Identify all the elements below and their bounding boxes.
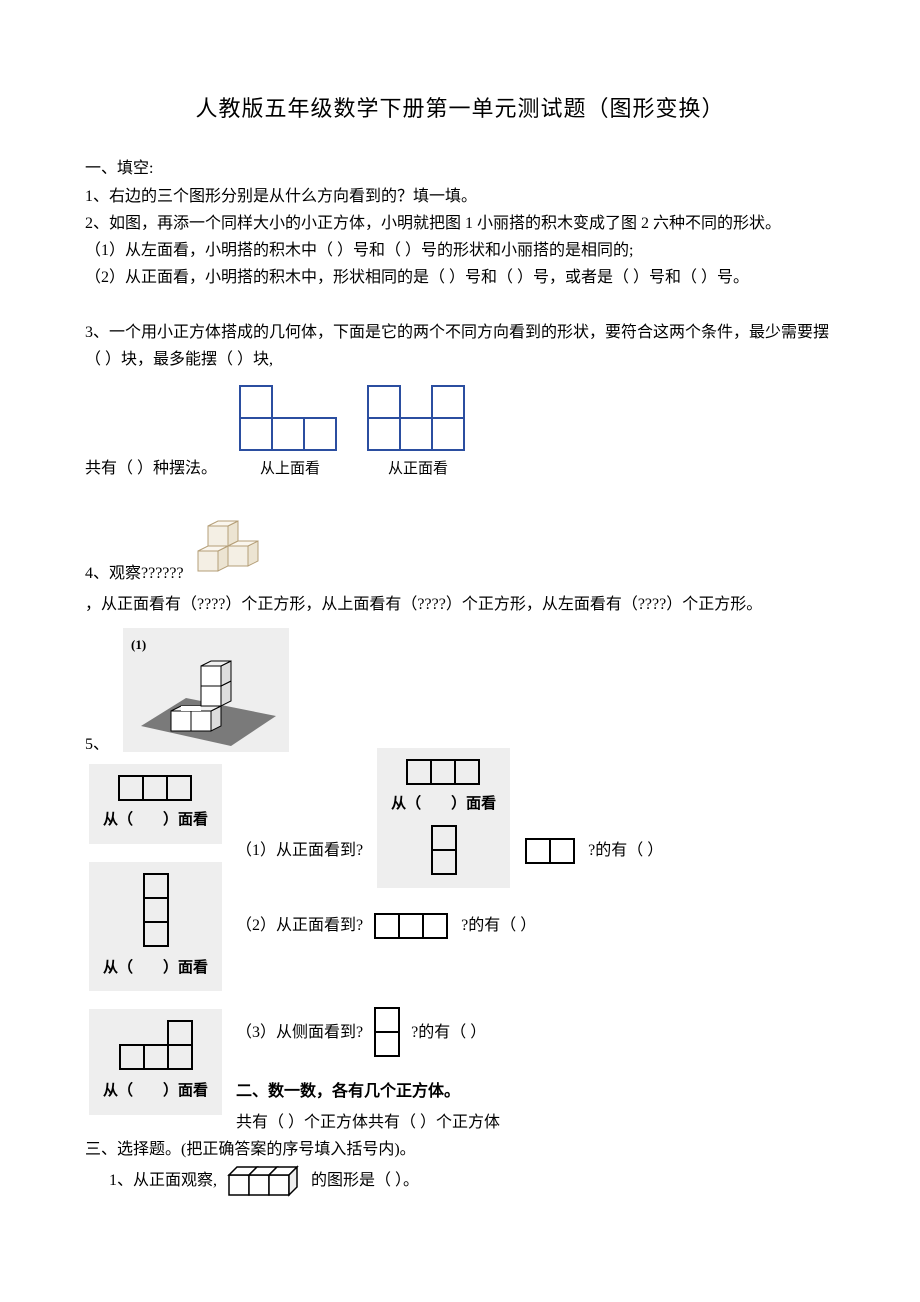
q5-sub3-shape bbox=[373, 1006, 401, 1060]
s3-q1-row: 1、从正面观察, 的图形是（ ）。 bbox=[109, 1163, 835, 1197]
q5-box1-shape bbox=[117, 774, 195, 802]
q5-sub2-pre: （2）从正面看到? bbox=[236, 912, 363, 939]
q5-fig-num: (1) bbox=[131, 634, 146, 656]
q5-sub1-inline bbox=[524, 837, 578, 865]
top-view-shape bbox=[235, 381, 345, 451]
q5-box-top-right: 从（ ）面看 bbox=[377, 748, 510, 888]
q5-box1: 从（ ）面看 bbox=[89, 764, 222, 844]
q5-box3: 从（ ）面看 bbox=[89, 1009, 222, 1115]
q5-box3-label: 从（ ）面看 bbox=[103, 1079, 208, 1105]
s3-q1-cube bbox=[227, 1163, 301, 1197]
s3-q1-post: 的图形是（ ）。 bbox=[311, 1167, 419, 1194]
q5-sub1-row: （1）从正面看到? 从（ ）面看 bbox=[236, 808, 663, 894]
q5-right-column: （1）从正面看到? 从（ ）面看 bbox=[236, 758, 663, 1136]
q5-sub3-pre: （3）从侧面看到? bbox=[236, 1019, 363, 1046]
q5-sub3-tail: ?的有（ ） bbox=[411, 1019, 486, 1046]
front-view-shape bbox=[363, 381, 473, 451]
section2-line: 共有（ ）个正方体共有（ ）个正方体 bbox=[236, 1109, 663, 1136]
q3-figures-row: 共有（ ）种摆法。 从上面看 从正面看 bbox=[85, 381, 835, 483]
q2-intro: 2、如图，再添一个同样大小的小正方体，小明就把图 1 小丽搭的积木变成了图 2 … bbox=[85, 210, 835, 237]
q5-sub1-pre: （1）从正面看到? bbox=[236, 837, 363, 864]
q5-sub2-row: （2）从正面看到? ?的有（ ） bbox=[236, 912, 663, 940]
front-view-caption: 从正面看 bbox=[388, 457, 448, 483]
q2-sub2: （2）从正面看，小明搭的积木中，形状相同的是（ ）号和（ ）号，或者是（ ）号和… bbox=[85, 264, 835, 291]
q4-post: ，从正面看有（????）个正方形，从上面看有（????）个正方形，从左面看有（?… bbox=[85, 591, 762, 618]
q1-text: 1、右边的三个图形分别是从什么方向看到的？填一填。 bbox=[85, 183, 835, 210]
q5-box3-shape bbox=[116, 1019, 196, 1073]
q3-top-view: 从上面看 bbox=[235, 381, 345, 483]
section1-heading: 一、填空: bbox=[85, 155, 835, 182]
top-view-caption: 从上面看 bbox=[260, 457, 320, 483]
q5-left-column: 从（ ）面看 从（ ）面看 从（ ）面看 bbox=[85, 758, 226, 1121]
q5-box2-shape bbox=[141, 872, 171, 950]
q3-prefix-text: 共有（ ）种摆法。 bbox=[85, 455, 217, 482]
q5-sub2-shape bbox=[373, 912, 451, 940]
q5-sub3-row: （3）从侧面看到? ?的有（ ） bbox=[236, 1006, 663, 1060]
q5-iso-figure: (1) bbox=[123, 628, 289, 752]
s3-q1-pre: 1、从正面观察, bbox=[109, 1167, 217, 1194]
q5-sub1-tail: ?的有（ ） bbox=[588, 837, 663, 864]
q3-intro: 3、一个用小正方体搭成的几何体，下面是它的两个不同方向看到的形状，要符合这两个条… bbox=[85, 319, 835, 373]
q5-sub2-tail: ?的有（ ） bbox=[461, 912, 536, 939]
q5-box2-label: 从（ ）面看 bbox=[103, 956, 208, 982]
q4-row: 4、观察?????? ，从正面看有（????）个正方形，从上面看有（????）个… bbox=[85, 518, 835, 618]
q5-box1-label: 从（ ）面看 bbox=[103, 808, 208, 834]
section3-heading: 三、选择题。(把正确答案的序号填入括号内)。 bbox=[85, 1136, 835, 1163]
page-title: 人教版五年级数学下册第一单元测试题（图形变换） bbox=[85, 90, 835, 127]
q5-sub1-shape bbox=[430, 824, 458, 878]
q4-iso-cube bbox=[188, 518, 278, 587]
q5-boxTR-label: 从（ ）面看 bbox=[391, 792, 496, 818]
q5-main-wrap: 从（ ）面看 从（ ）面看 从（ ）面看 bbox=[85, 758, 835, 1136]
section2-heading: 二、数一数，各有几个正方体。 bbox=[236, 1078, 663, 1105]
q4-pre: 4、观察?????? bbox=[85, 560, 184, 587]
q2-sub1: （1）从左面看，小明搭的积木中（ ）号和（ ）号的形状和小丽搭的是相同的; bbox=[85, 237, 835, 264]
q5-label: 5、 bbox=[85, 731, 109, 758]
q3-front-view: 从正面看 bbox=[363, 381, 473, 483]
q5-boxTR-shape bbox=[405, 758, 483, 786]
q5-box2: 从（ ）面看 bbox=[89, 862, 222, 992]
